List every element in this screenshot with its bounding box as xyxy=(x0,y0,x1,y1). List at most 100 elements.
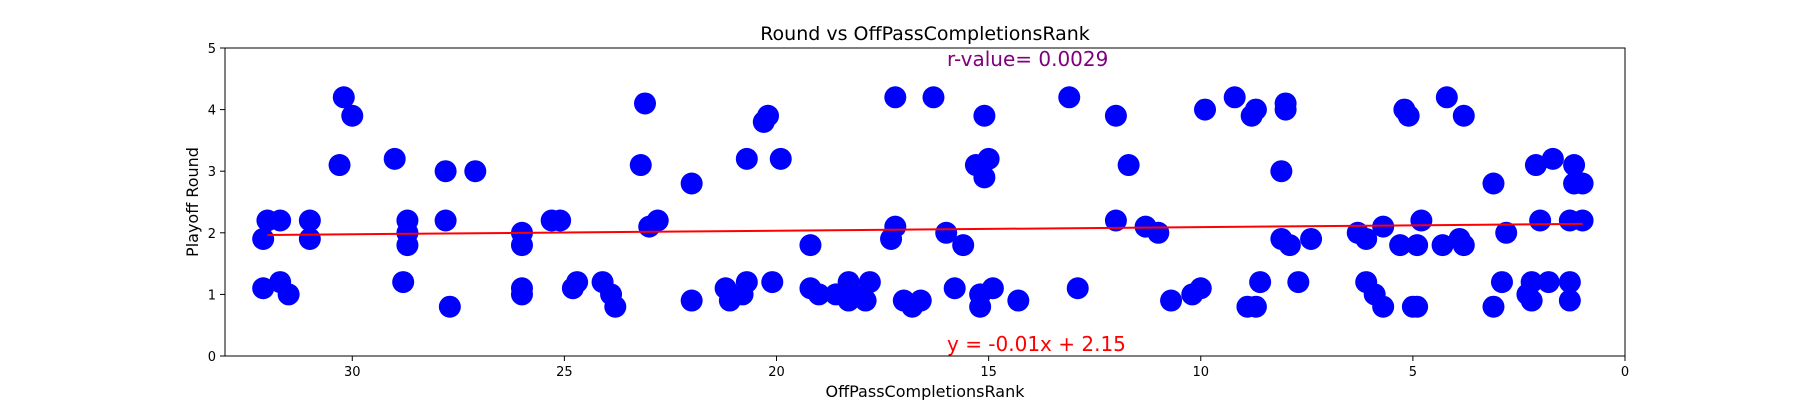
r-value-annotation: r-value= 0.0029 xyxy=(947,47,1108,71)
scatter-point xyxy=(1058,86,1081,109)
scatter-point xyxy=(969,295,992,318)
x-tick-label: 30 xyxy=(344,365,361,380)
scatter-point xyxy=(1249,271,1272,294)
x-tick-label: 15 xyxy=(980,365,997,380)
scatter-point xyxy=(1410,209,1433,232)
scatter-point xyxy=(909,289,932,312)
scatter-point xyxy=(252,227,275,250)
scatter-point xyxy=(952,234,975,257)
scatter-point xyxy=(438,295,461,318)
scatter-point xyxy=(922,86,945,109)
scatter-point xyxy=(769,147,792,170)
scatter-point xyxy=(981,277,1004,300)
scatter-point xyxy=(680,172,703,195)
scatter-point xyxy=(629,154,652,177)
scatter-point xyxy=(973,104,996,127)
scatter-point xyxy=(735,147,758,170)
scatter-point xyxy=(1452,234,1475,257)
scatter-point xyxy=(277,283,300,306)
scatter-point xyxy=(604,295,627,318)
scatter-point xyxy=(1372,215,1395,238)
scatter-point xyxy=(807,283,830,306)
scatter-point xyxy=(761,271,784,294)
scatter-point xyxy=(1147,221,1170,244)
scatter-point xyxy=(510,234,533,257)
scatter-point xyxy=(841,283,864,306)
scatter-point xyxy=(1482,295,1505,318)
scatter-point xyxy=(1524,154,1547,177)
regression-fit-line xyxy=(267,222,1583,236)
scatter-point xyxy=(332,86,355,109)
scatter-point xyxy=(1244,98,1267,121)
scatter-point xyxy=(549,209,572,232)
x-tick-label: 20 xyxy=(768,365,785,380)
scatter-point xyxy=(252,277,275,300)
plot-area xyxy=(224,47,1626,357)
chart-title: Round vs OffPassCompletionsRank xyxy=(760,23,1090,45)
scatter-point xyxy=(1397,104,1420,127)
scatter-point xyxy=(383,147,406,170)
y-axis-label: Playoff Round xyxy=(183,147,202,257)
scatter-point xyxy=(1270,160,1293,183)
scatter-point xyxy=(298,209,321,232)
scatter-point xyxy=(1558,271,1581,294)
scatter-point xyxy=(434,209,457,232)
scatter-point xyxy=(973,166,996,189)
scatter-point xyxy=(1104,209,1127,232)
scatter-point xyxy=(1558,289,1581,312)
x-tick-label: 0 xyxy=(1621,365,1629,380)
scatter-point xyxy=(1571,172,1594,195)
scatter-point xyxy=(1278,234,1301,257)
scatter-point xyxy=(1431,234,1454,257)
scatter-point xyxy=(799,234,822,257)
scatter-point xyxy=(1372,295,1395,318)
scatter-point xyxy=(1287,271,1310,294)
scatter-point xyxy=(1117,154,1140,177)
scatter-point xyxy=(935,221,958,244)
scatter-point xyxy=(1189,277,1212,300)
y-tick-label: 2 xyxy=(208,227,216,242)
y-tick-label: 1 xyxy=(208,288,216,303)
x-axis-ticks: 30 25 20 15 10 5 0 xyxy=(344,356,1629,380)
scatter-point xyxy=(510,283,533,306)
scatter-point xyxy=(735,271,758,294)
scatter-point xyxy=(269,209,292,232)
scatter-point xyxy=(464,160,487,183)
data-points xyxy=(252,86,1594,318)
x-axis-label: OffPassCompletionsRank xyxy=(826,382,1026,400)
scatter-point xyxy=(1571,209,1594,232)
scatter-point xyxy=(757,104,780,127)
scatter-point xyxy=(298,227,321,250)
scatter-point xyxy=(396,234,419,257)
scatter-point xyxy=(1007,289,1030,312)
scatter-point xyxy=(1563,154,1586,177)
scatter-point xyxy=(884,215,907,238)
scatter-point xyxy=(1520,289,1543,312)
scatter-point xyxy=(1529,209,1552,232)
scatter-point xyxy=(392,271,415,294)
y-tick-label: 4 xyxy=(208,104,216,119)
scatter-point xyxy=(1406,295,1429,318)
scatter-point xyxy=(680,289,703,312)
scatter-point xyxy=(977,147,1000,170)
scatter-point xyxy=(1274,98,1297,121)
fit-line-group xyxy=(267,222,1583,236)
scatter-point xyxy=(858,271,881,294)
scatter-point xyxy=(1541,147,1564,170)
scatter-point xyxy=(1482,172,1505,195)
scatter-point xyxy=(1300,227,1323,250)
scatter-point xyxy=(1066,277,1089,300)
scatter-point xyxy=(434,160,457,183)
scatter-point xyxy=(634,92,656,115)
y-tick-label: 3 xyxy=(208,165,216,180)
scatter-point xyxy=(943,277,966,300)
x-tick-label: 25 xyxy=(556,365,573,380)
scatter-point xyxy=(1355,227,1378,250)
y-axis-ticks: 0 1 2 3 4 5 xyxy=(208,42,225,365)
scatter-point xyxy=(341,104,364,127)
scatter-point xyxy=(1435,86,1458,109)
scatter-point xyxy=(1244,295,1267,318)
scatter-point xyxy=(328,154,351,177)
y-tick-label: 5 xyxy=(208,42,216,57)
